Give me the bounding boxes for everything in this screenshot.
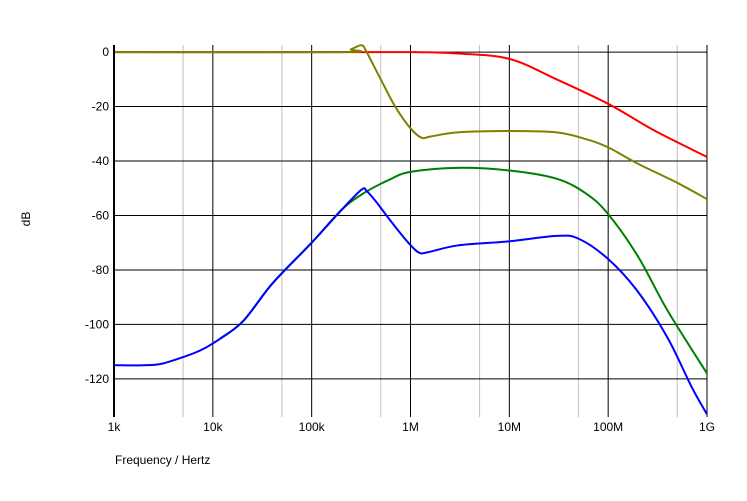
- x-tick-label: 10M: [498, 420, 521, 434]
- x-tick-label: 1k: [108, 420, 122, 434]
- x-tick-labels: 1k 10k 100k 1M 10M 100M 1G: [108, 420, 715, 434]
- x-tick-label: 1M: [402, 420, 419, 434]
- major-grid: [113, 45, 708, 417]
- y-tick-label: -40: [92, 154, 110, 168]
- x-tick-label: 100M: [593, 420, 623, 434]
- series-line-olive: [113, 44, 708, 201]
- series-lines: [113, 44, 708, 415]
- y-tick-label: -60: [92, 208, 110, 222]
- series-line-green: [220, 166, 708, 374]
- y-tick-labels: 0 -20 -40 -60 -80 -100 -120: [85, 45, 109, 386]
- y-tick-label: -20: [92, 100, 110, 114]
- y-tick-label: -100: [85, 317, 109, 331]
- series-line-blue: [113, 187, 708, 415]
- x-tick-label: 10k: [203, 420, 223, 434]
- y-axis-label: dB: [19, 212, 33, 227]
- y-tick-label: -120: [85, 372, 109, 386]
- x-axis-label: Frequency / Hertz: [115, 453, 210, 467]
- y-tick-label: 0: [102, 45, 109, 59]
- y-tick-label: -80: [92, 263, 110, 277]
- x-tick-label: 100k: [299, 420, 326, 434]
- x-tick-label: 1G: [699, 420, 715, 434]
